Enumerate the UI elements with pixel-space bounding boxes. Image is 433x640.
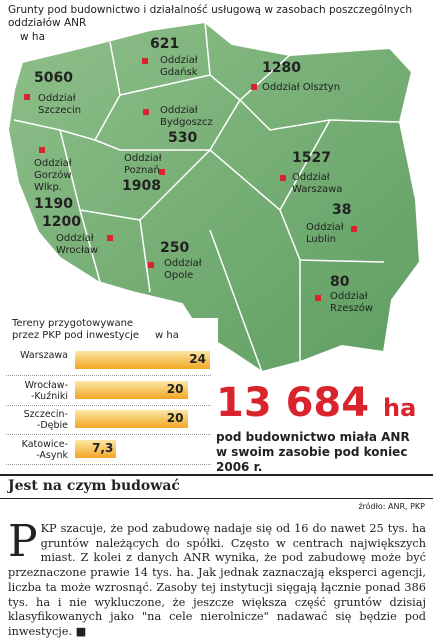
bar-chart-unit: w ha (155, 330, 179, 341)
city-marker (24, 94, 30, 100)
article-heading: Jest na czym budować (8, 478, 180, 494)
region-value: 530 (168, 130, 198, 146)
bar-value: 20 (166, 411, 184, 425)
region-borders (13, 21, 401, 373)
region-label: Oddział Rzeszów (330, 291, 374, 314)
title: Grunty pod budownictwo i działalność usł… (8, 4, 413, 29)
city-marker (315, 295, 321, 301)
region-value: 1200 (42, 214, 81, 230)
bar (75, 351, 210, 369)
city-marker (39, 147, 45, 153)
city-marker (159, 169, 165, 175)
unit: w ha (20, 31, 46, 43)
bar-value: 7,3 (92, 440, 114, 455)
region-value: 80 (330, 274, 350, 290)
row-divider (6, 463, 211, 465)
bar (75, 380, 188, 399)
number-unit: ha (383, 394, 417, 422)
bar (75, 410, 188, 428)
bar-label: Szczecin- -Dębie (23, 409, 68, 431)
region-value: 1527 (292, 150, 331, 166)
region-value: 1280 (262, 60, 301, 76)
region-label: Oddział Opole (164, 258, 202, 281)
bar-value: 20 (166, 381, 184, 396)
city-marker (280, 175, 286, 181)
city-marker (107, 235, 113, 241)
city-marker (351, 226, 357, 232)
region-value: 250 (160, 240, 190, 256)
highlight-caption: pod budownictwo miała ANR w swoim zasobi… (216, 430, 410, 474)
city-marker (142, 58, 148, 64)
region-label: Oddział Warszawa (292, 172, 343, 195)
city-marker (143, 109, 149, 115)
region-label: Oddział Poznań (124, 153, 162, 176)
row-divider (6, 404, 211, 406)
region-label: Oddział Lublin (306, 222, 344, 245)
bar (75, 439, 117, 458)
region-value: 5060 (34, 70, 73, 86)
region-value: 1908 (122, 178, 161, 194)
region-value: 38 (332, 202, 352, 218)
rule (0, 498, 433, 499)
poland-outline (6, 20, 422, 374)
row-divider (6, 375, 211, 376)
highlight-number: 13 684 ha (216, 380, 416, 426)
bar-value: 24 (189, 352, 206, 366)
bar-chart-panel: Tereny przygotowywane przez PKP pod inwe… (0, 318, 218, 468)
bar-label: Warszawa (20, 350, 68, 361)
bar-label: Katowice- -Asynk (21, 438, 68, 461)
region-value: 621 (150, 36, 180, 52)
bar-chart-title: Tereny przygotowywane przez PKP pod inwe… (12, 318, 140, 341)
region-label: Oddział Wrocław (56, 233, 99, 256)
region-label: Oddział Gorzów Wlkp. (34, 158, 72, 193)
row-divider (6, 434, 211, 435)
region-label: Oddział Bydgoszcz (160, 105, 213, 128)
article-body: P KP szacuje, że pod zabudowę nadaje się … (8, 516, 426, 638)
number: 13 684 (216, 380, 370, 426)
region-label: Oddział Szczecin (38, 93, 82, 116)
dropcap: P (8, 516, 38, 567)
source: źródło: ANR, PKP (358, 502, 425, 511)
rule (0, 474, 433, 476)
bar-label: Wrocław- -Kuźniki (24, 379, 68, 402)
city-marker (148, 262, 154, 268)
region-label: Oddział Olsztyn (262, 82, 341, 93)
city-marker (251, 84, 257, 90)
region-label: Oddział Gdańsk (160, 55, 198, 78)
region-value: 1190 (34, 196, 73, 212)
article-text: KP szacuje, że pod zabudowę nadaje się o… (8, 522, 426, 638)
map (6, 20, 422, 374)
